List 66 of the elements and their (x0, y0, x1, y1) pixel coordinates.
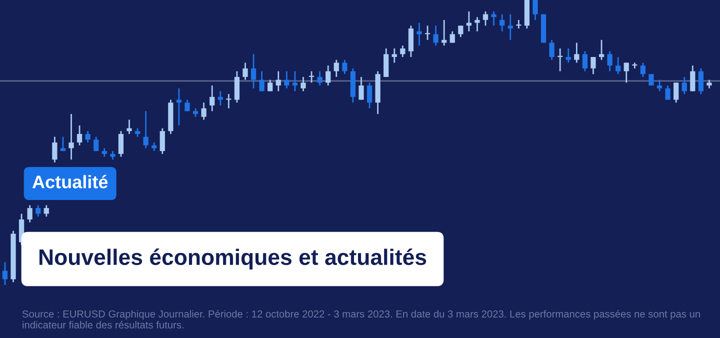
candlestick (317, 70, 322, 86)
candlestick (674, 82, 679, 104)
candlestick (582, 50, 588, 72)
candlestick (284, 70, 290, 90)
candlestick (259, 70, 264, 92)
candlestick (160, 128, 165, 155)
candlestick (384, 48, 389, 78)
candlestick (218, 90, 223, 106)
candlestick (416, 22, 422, 46)
text: Nouvelles économiques et actualités (39, 248, 426, 270)
candlestick (342, 59, 348, 75)
candlestick (143, 110, 148, 149)
candlestick (118, 130, 124, 158)
candlestick (682, 76, 687, 95)
candlestick (201, 102, 206, 120)
candlestick (665, 84, 670, 100)
candlestick (598, 39, 604, 61)
candlestick (60, 136, 66, 152)
candlestick (532, 0, 538, 21)
candlestick (85, 130, 90, 144)
candlestick (292, 70, 298, 92)
candlestick (624, 62, 629, 84)
candlestick (474, 16, 480, 32)
candlestick (500, 14, 505, 32)
candlestick (656, 79, 662, 92)
candlestick (27, 204, 32, 223)
candlestick (36, 204, 41, 218)
candlestick (433, 24, 438, 46)
candlestick (326, 64, 331, 86)
candlestick (442, 19, 447, 46)
candlestick (574, 42, 580, 64)
candlestick (566, 48, 571, 64)
candlestick (276, 70, 281, 92)
candlestick (690, 64, 696, 92)
candlestick (698, 68, 704, 95)
candlestick (300, 76, 306, 92)
candlestick (358, 76, 364, 100)
candlestick (210, 84, 215, 112)
candlestick (590, 56, 596, 75)
source-note: Source : EURUSD Graphique Journalier. Période : 12 octobre 2022 - 3 mars 2023. En date du 3 mars 2023. Les performances passées ne sont pas un indicateur fiable des résultats futurs. (22, 310, 700, 328)
candlestick (392, 48, 397, 64)
candlestick (491, 10, 496, 26)
candlestick (2, 262, 8, 285)
candlestick (450, 30, 455, 44)
candlestick (226, 93, 232, 109)
candlestick (640, 62, 646, 78)
candlestick (458, 24, 464, 38)
candlestick (94, 136, 99, 152)
candlestick (334, 59, 339, 78)
candlestick (549, 39, 554, 61)
candlestick (508, 14, 513, 41)
candlestick (400, 44, 406, 58)
text: Actualité (32, 174, 108, 188)
candlestick (44, 204, 49, 218)
candlestick (366, 82, 372, 109)
candlestick (52, 136, 58, 164)
candlestick (242, 62, 248, 80)
candlestick (250, 53, 256, 90)
candlestick (482, 10, 488, 26)
candlestick (76, 124, 82, 146)
candlestick (126, 119, 132, 135)
candlestick (234, 70, 240, 104)
candlestick (68, 113, 74, 160)
candlestick (408, 24, 414, 58)
candlestick (616, 56, 621, 75)
candlestick (607, 50, 612, 72)
